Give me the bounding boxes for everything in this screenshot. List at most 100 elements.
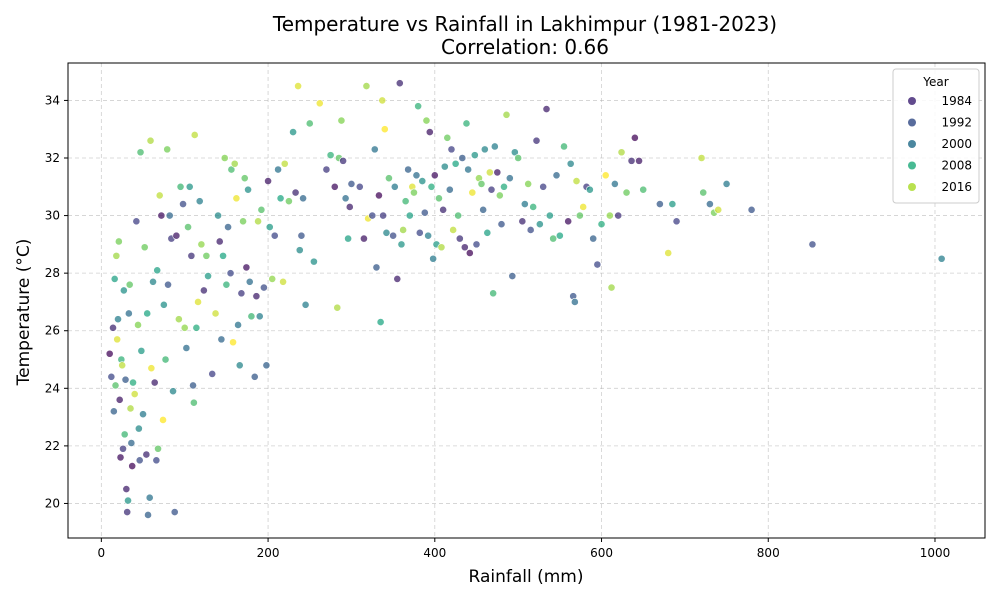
data-point xyxy=(355,182,364,191)
data-point xyxy=(539,182,548,191)
data-point xyxy=(479,205,488,214)
data-point xyxy=(165,211,174,220)
data-point xyxy=(115,395,124,404)
data-point xyxy=(291,188,300,197)
data-point xyxy=(301,300,310,309)
data-point xyxy=(382,228,391,237)
data-point xyxy=(605,211,614,220)
data-point xyxy=(330,182,339,191)
legend-label: 2000 xyxy=(941,137,972,151)
data-point xyxy=(142,450,151,459)
data-point xyxy=(214,211,222,220)
data-point xyxy=(706,200,714,208)
data-point xyxy=(483,228,492,237)
data-point xyxy=(184,223,192,231)
data-point xyxy=(119,444,127,453)
data-point xyxy=(169,387,177,396)
data-point xyxy=(226,269,235,278)
data-point xyxy=(370,145,379,154)
data-point xyxy=(139,410,147,419)
data-point xyxy=(529,203,538,211)
data-point xyxy=(429,254,438,263)
data-point xyxy=(126,404,135,413)
x-tick-label: 400 xyxy=(423,546,446,560)
data-point xyxy=(150,378,159,387)
data-point xyxy=(109,407,118,416)
data-point xyxy=(524,180,533,188)
data-point xyxy=(597,220,606,229)
data-point xyxy=(240,174,249,183)
y-tick-label: 28 xyxy=(45,266,60,280)
x-tick-label: 0 xyxy=(98,546,106,560)
data-point xyxy=(270,231,279,240)
data-point xyxy=(545,211,554,220)
data-point xyxy=(305,119,314,128)
data-point xyxy=(526,226,535,234)
data-point xyxy=(119,286,128,295)
data-point xyxy=(107,372,116,381)
data-point xyxy=(427,182,436,191)
data-point xyxy=(111,381,120,390)
data-point xyxy=(458,154,467,162)
data-point xyxy=(276,194,285,203)
data-point xyxy=(722,180,731,188)
data-point xyxy=(125,280,134,289)
x-tick-label: 600 xyxy=(590,546,613,560)
data-point xyxy=(672,217,681,226)
data-point xyxy=(487,185,496,194)
data-point xyxy=(617,148,626,157)
data-point xyxy=(572,177,581,185)
y-tick-label: 30 xyxy=(45,209,60,223)
data-point xyxy=(120,430,129,439)
data-point xyxy=(172,231,181,240)
data-point xyxy=(235,361,244,370)
data-point xyxy=(747,205,756,214)
legend-marker xyxy=(908,183,916,191)
data-point xyxy=(472,240,481,249)
data-point xyxy=(485,168,494,177)
y-tick-label: 32 xyxy=(45,151,60,165)
data-point xyxy=(130,390,139,398)
data-point xyxy=(601,171,610,180)
data-point xyxy=(593,260,602,269)
data-point xyxy=(490,142,499,151)
legend-label: 2016 xyxy=(941,180,972,194)
data-point xyxy=(152,456,161,465)
data-point xyxy=(217,335,226,344)
y-tick-label: 26 xyxy=(45,324,60,338)
data-point xyxy=(123,508,132,516)
legend-marker xyxy=(908,118,916,127)
data-point xyxy=(699,188,708,197)
data-point xyxy=(493,168,502,177)
data-point xyxy=(247,312,256,321)
data-point xyxy=(143,309,152,318)
data-point xyxy=(395,79,404,88)
data-point xyxy=(310,257,318,266)
data-point xyxy=(552,171,561,180)
data-point xyxy=(197,240,206,249)
data-point xyxy=(465,249,474,257)
data-point xyxy=(808,240,817,249)
data-point xyxy=(489,289,498,298)
data-point xyxy=(134,321,142,329)
x-tick-label: 200 xyxy=(257,546,280,560)
data-points xyxy=(105,79,946,519)
data-point xyxy=(420,208,429,217)
data-point xyxy=(244,185,252,194)
y-axis-ticks: 20 22 24 26 28 30 32 34 xyxy=(45,93,68,510)
data-point xyxy=(451,159,460,168)
data-point xyxy=(153,266,162,275)
y-tick-label: 22 xyxy=(45,439,60,453)
data-point xyxy=(254,217,262,226)
data-point xyxy=(208,370,217,378)
data-point xyxy=(341,194,350,203)
data-point xyxy=(135,456,144,465)
data-point xyxy=(378,96,387,105)
data-point xyxy=(477,180,486,188)
data-point xyxy=(122,485,131,493)
data-point xyxy=(145,493,154,502)
legend-label: 2008 xyxy=(941,159,972,173)
data-point xyxy=(362,82,371,90)
data-point xyxy=(113,335,122,344)
data-point xyxy=(535,220,544,229)
